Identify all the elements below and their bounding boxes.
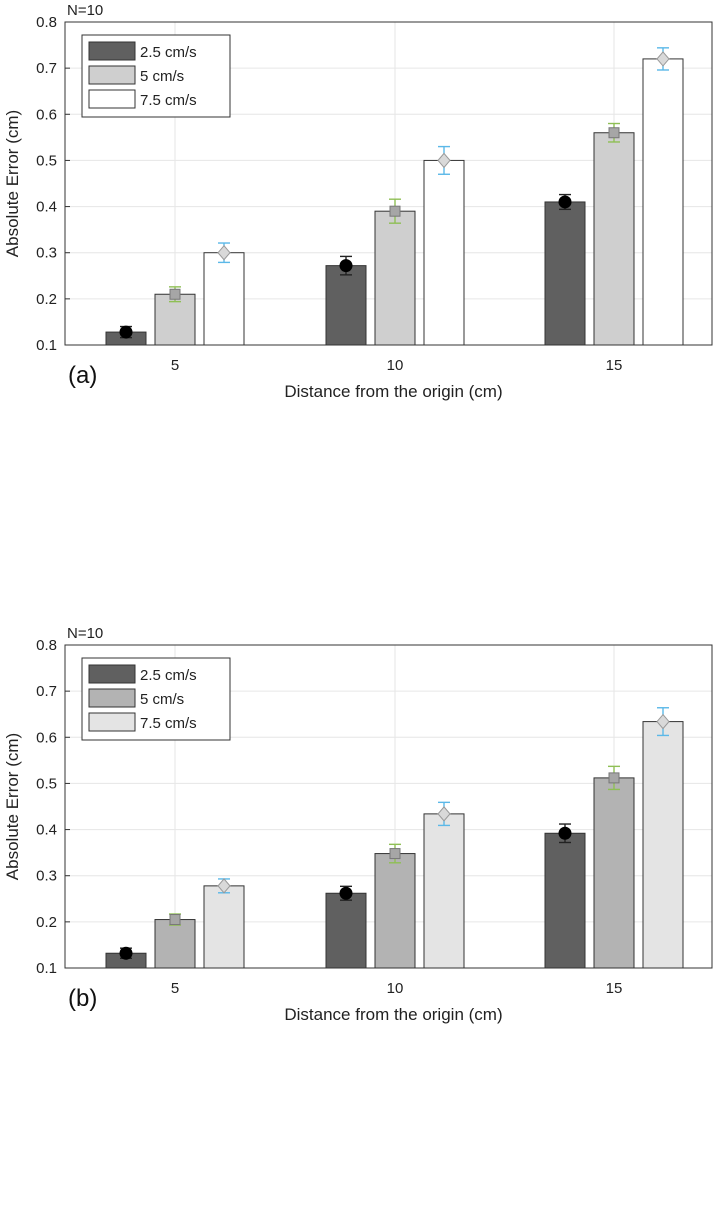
y-tick-label: 0.5 [36,152,57,169]
bar [593,777,635,969]
legend-label: 5 cm/s [140,691,184,708]
axes-frame [64,21,713,346]
legend-label: 7.5 cm/s [140,715,197,732]
bar [325,265,367,346]
data-point-diamond [437,806,451,822]
y-axis-label: Absolute Error (cm) [3,733,22,880]
y-tick-label: 0.7 [36,60,57,77]
y-tick-label: 0.6 [36,106,57,123]
data-point-circle [119,325,133,339]
legend-swatch [88,65,136,85]
chart-panel-b: 0.1 0.2 0.3 0.4 0.5 0.6 0.7 0.8 5 10 15 N=10 Absolut… [3,625,713,1024]
x-axis-label: Distance from the origin (cm) [284,1005,502,1024]
bar [642,721,684,969]
legend-label: 2.5 cm/s [140,44,197,61]
data-point-diamond [217,244,231,261]
bar [642,58,684,346]
bar [154,919,196,969]
x-tick-label: 5 [171,980,179,997]
data-point-circle [119,946,133,960]
legend-swatch [88,41,136,61]
legend: 2.5 cm/s 5 cm/s 7.5 cm/s [81,34,231,118]
data-point-square [389,848,401,860]
data-point-square [608,127,620,139]
data-point-diamond [656,51,670,67]
y-tick-label: 0.7 [36,683,57,700]
legend-swatch [88,712,136,732]
data-point-circle [558,195,572,209]
panel-label: (b) [68,985,97,1012]
chart-panel-a: 0.1 0.2 0.3 0.4 0.5 0.6 0.7 0.8 5 10 15 N=10 Absolut… [3,2,713,401]
data-point-circle [339,886,353,900]
data-point-diamond [437,152,451,169]
data-point-circle [558,826,572,840]
bar [544,201,586,346]
bar [374,210,416,346]
legend-swatch [88,89,136,109]
bar [374,853,416,969]
bar [325,892,367,969]
chart-title: N=10 [67,2,103,19]
axes-frame [64,644,713,969]
data-point-diamond [656,713,670,730]
y-tick-label: 0.4 [36,822,57,839]
y-axis-label: Absolute Error (cm) [3,110,22,257]
bar [544,832,586,969]
y-tick-label: 0.3 [36,868,57,885]
x-tick-label: 10 [387,980,404,997]
legend-swatch [88,664,136,684]
x-tick-label: 10 [387,357,404,374]
data-point-square [169,914,181,926]
data-point-circle [339,259,353,273]
legend: 2.5 cm/s 5 cm/s 7.5 cm/s [81,657,231,741]
legend-label: 7.5 cm/s [140,92,197,109]
x-tick-label: 15 [606,980,623,997]
data-point-square [389,205,401,217]
bar [423,813,465,969]
y-tick-label: 0.3 [36,245,57,262]
y-tick-label: 0.1 [36,960,57,977]
data-point-square [169,288,181,300]
y-tick-label: 0.2 [36,291,57,308]
bar [593,132,635,346]
legend-swatch [88,688,136,708]
y-tick-label: 0.8 [36,637,57,654]
legend-label: 2.5 cm/s [140,667,197,684]
bar [203,885,245,969]
bar [203,252,245,346]
data-point-square [608,772,620,784]
x-tick-label: 5 [171,357,179,374]
y-tick-label: 0.2 [36,914,57,931]
chart-title: N=10 [67,625,103,642]
panel-label: (a) [68,362,97,389]
x-axis-label: Distance from the origin (cm) [284,382,502,401]
bar [423,159,465,346]
data-point-diamond [217,878,231,894]
legend-label: 5 cm/s [140,68,184,85]
y-tick-label: 0.1 [36,337,57,354]
y-tick-label: 0.8 [36,14,57,31]
y-tick-label: 0.5 [36,775,57,792]
y-tick-label: 0.4 [36,199,57,216]
y-tick-label: 0.6 [36,729,57,746]
x-tick-label: 15 [606,357,623,374]
